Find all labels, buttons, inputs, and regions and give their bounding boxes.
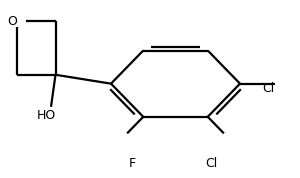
- Text: Cl: Cl: [262, 82, 275, 96]
- Text: O: O: [7, 15, 17, 28]
- Text: Cl: Cl: [206, 157, 218, 170]
- Text: F: F: [128, 157, 136, 170]
- Text: HO: HO: [37, 109, 56, 122]
